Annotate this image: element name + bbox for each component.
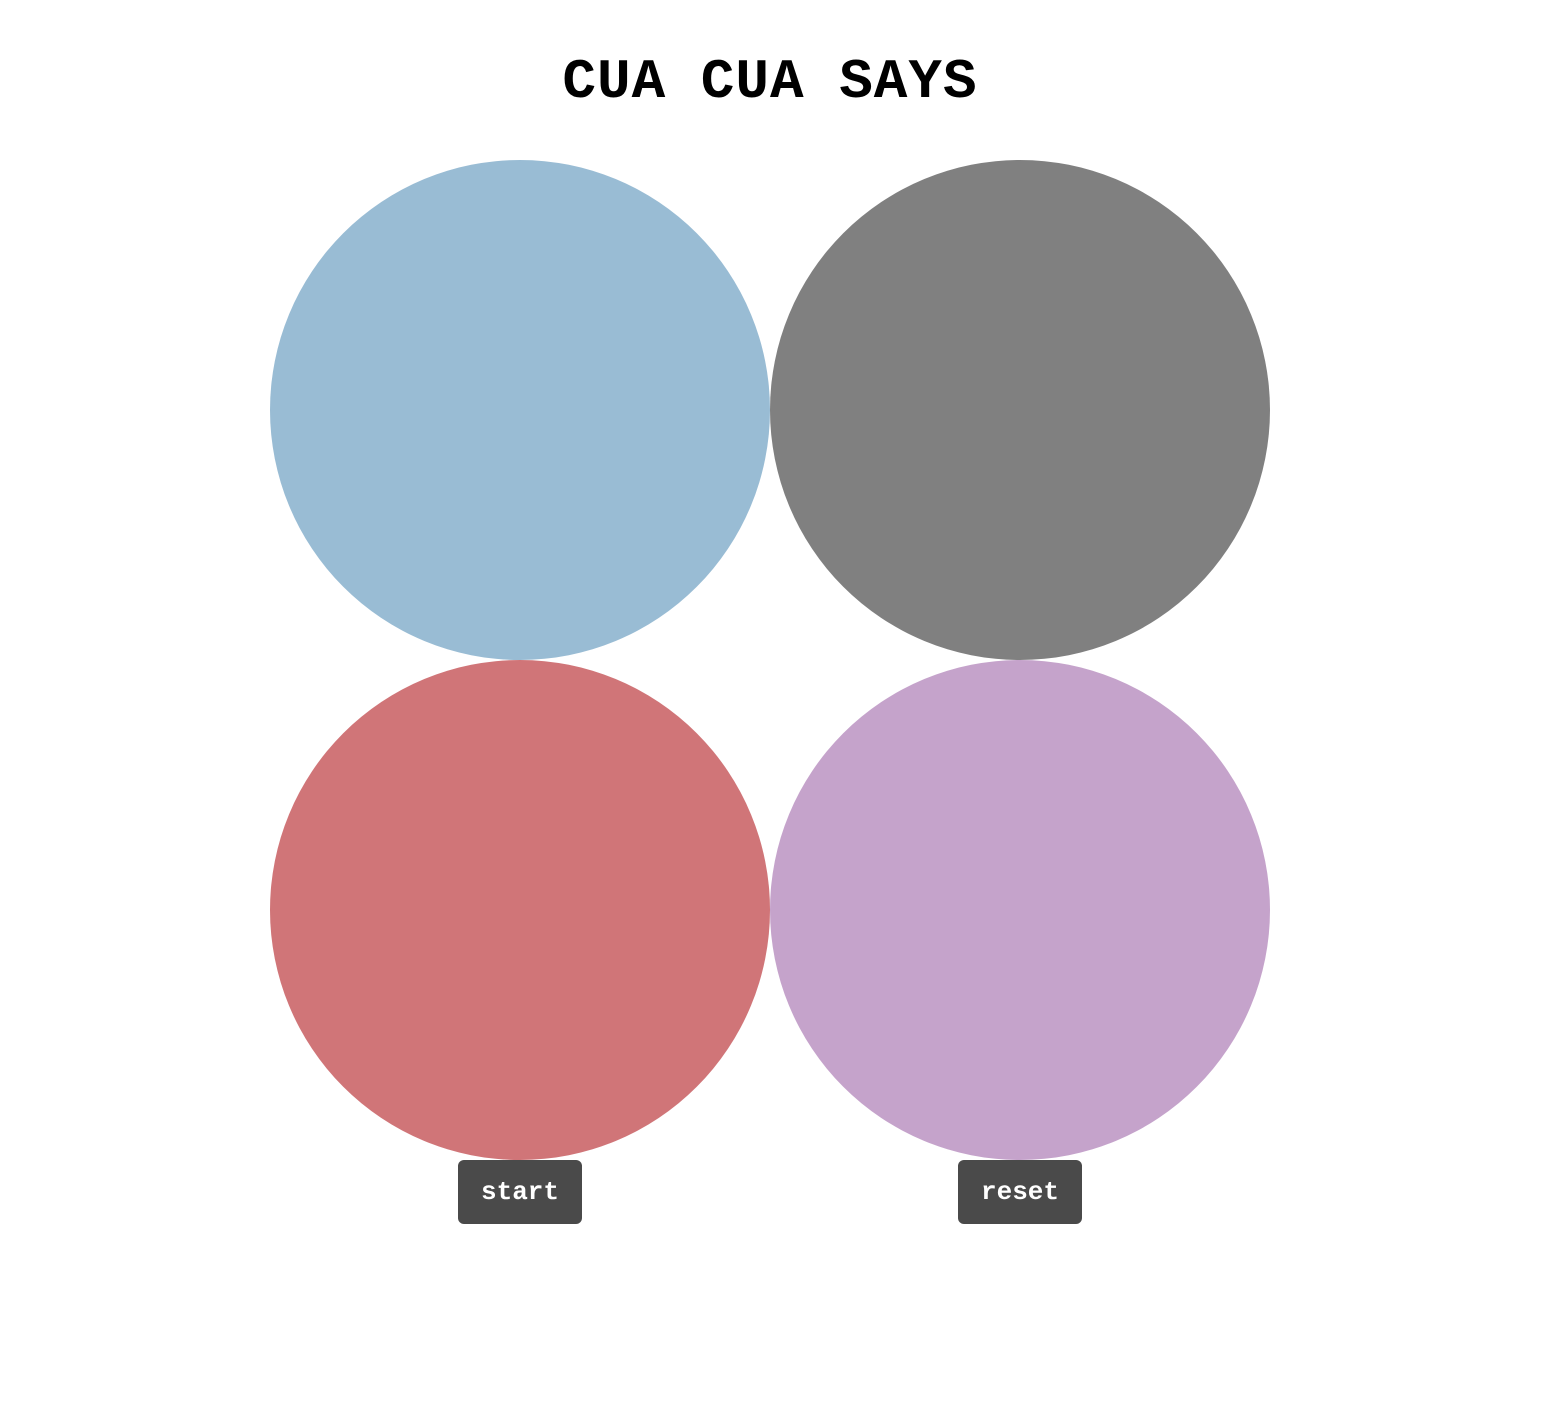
pad-top-left[interactable]	[270, 160, 770, 660]
reset-button[interactable]: reset	[958, 1160, 1082, 1224]
start-button[interactable]: start	[458, 1160, 582, 1224]
game-board	[270, 160, 1270, 1160]
pad-top-right[interactable]	[770, 160, 1270, 660]
game-title: CUA CUA SAYS	[562, 50, 978, 114]
pad-bottom-right[interactable]	[770, 660, 1270, 1160]
pad-bottom-left[interactable]	[270, 660, 770, 1160]
